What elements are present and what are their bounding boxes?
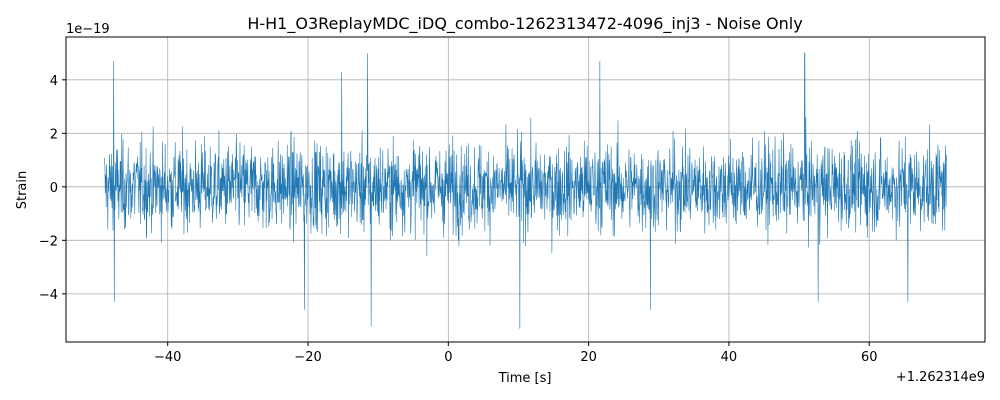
y-axis-label: Strain (15, 171, 30, 210)
chart-title: H-H1_O3ReplayMDC_iDQ_combo-1262313472-40… (247, 14, 802, 34)
x-tick-label: 40 (721, 350, 738, 365)
plot-series (104, 52, 947, 329)
x-tick-label: 60 (861, 350, 878, 365)
plot-frame (65, 36, 986, 343)
y-scale-label: 1e−19 (66, 22, 110, 37)
y-tick-label: 2 (50, 127, 58, 142)
x-tick-label: −20 (294, 350, 321, 365)
y-tick-label: 4 (50, 74, 58, 89)
y-axis-ticks: −4 −2 0 2 4 (39, 74, 66, 303)
x-axis-ticks: −40 −20 0 20 40 60 (154, 342, 878, 365)
x-tick-label: 20 (580, 350, 597, 365)
y-tick-label: 0 (50, 181, 58, 196)
x-offset-label: +1.262314e9 (896, 370, 985, 385)
y-tick-label: −4 (39, 288, 58, 303)
x-axis-label: Time [s] (498, 371, 552, 386)
x-tick-label: 0 (444, 350, 452, 365)
y-tick-label: −2 (39, 234, 58, 249)
series-line-noise (104, 52, 947, 329)
x-tick-label: −40 (154, 350, 181, 365)
